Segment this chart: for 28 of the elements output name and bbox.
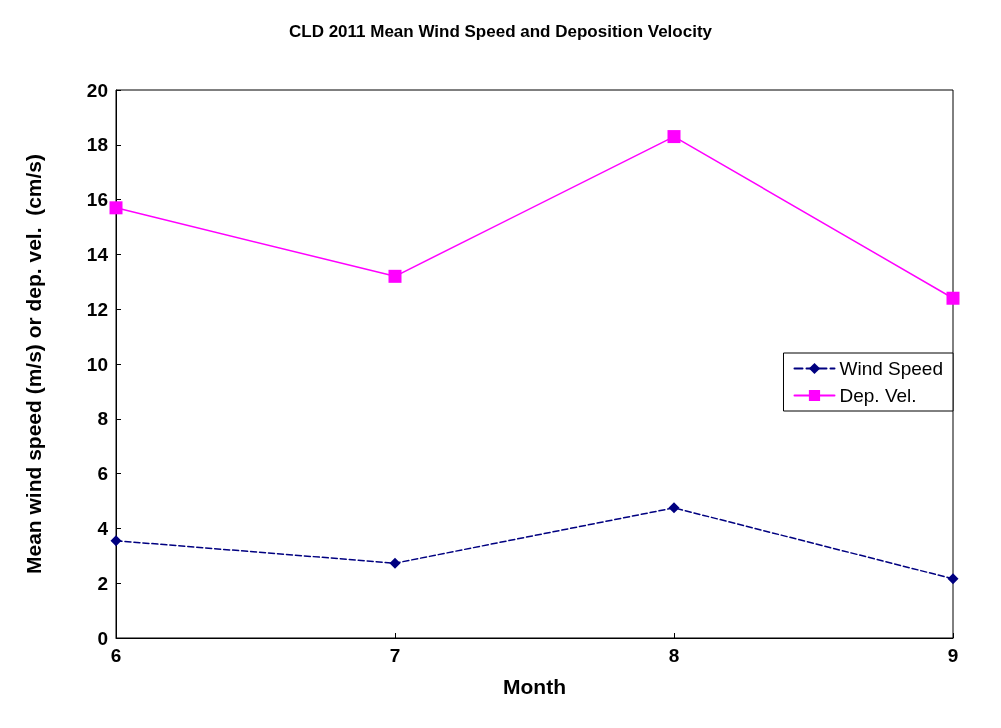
y-tick-label: 6 xyxy=(97,463,108,485)
y-tick-label: 12 xyxy=(86,298,108,320)
point xyxy=(110,535,122,547)
point xyxy=(389,557,401,569)
point xyxy=(668,502,680,514)
y-tick-label: 14 xyxy=(86,243,109,265)
y-tick-label: 0 xyxy=(97,627,108,649)
point xyxy=(667,130,681,144)
legend-label: Dep. Vel. xyxy=(839,385,917,406)
y-tick-label: 8 xyxy=(97,408,108,430)
point xyxy=(109,201,123,215)
chart-title: CLD 2011 Mean Wind Speed and Deposition Velocity xyxy=(288,22,713,41)
y-axis-title: Mean wind speed (m/s) or dep. vel. (cm/s) xyxy=(22,153,45,575)
point xyxy=(946,291,960,305)
y-tick-label: 10 xyxy=(86,353,108,375)
y-tick-label: 20 xyxy=(86,79,108,101)
y-tick-label: 18 xyxy=(86,134,108,156)
x-tick-label: 7 xyxy=(389,645,401,666)
x-tick-label: 8 xyxy=(668,645,680,666)
point xyxy=(388,269,402,283)
y-tick-label: 16 xyxy=(86,189,108,211)
x-axis-title: Month xyxy=(503,675,566,698)
x-tick-label: 9 xyxy=(947,645,959,666)
y-tick-label: 4 xyxy=(97,517,109,539)
legend-label: Wind Speed xyxy=(839,358,944,379)
y-tick-label: 2 xyxy=(97,572,108,594)
point xyxy=(947,573,959,585)
x-tick-label: 6 xyxy=(110,645,122,666)
